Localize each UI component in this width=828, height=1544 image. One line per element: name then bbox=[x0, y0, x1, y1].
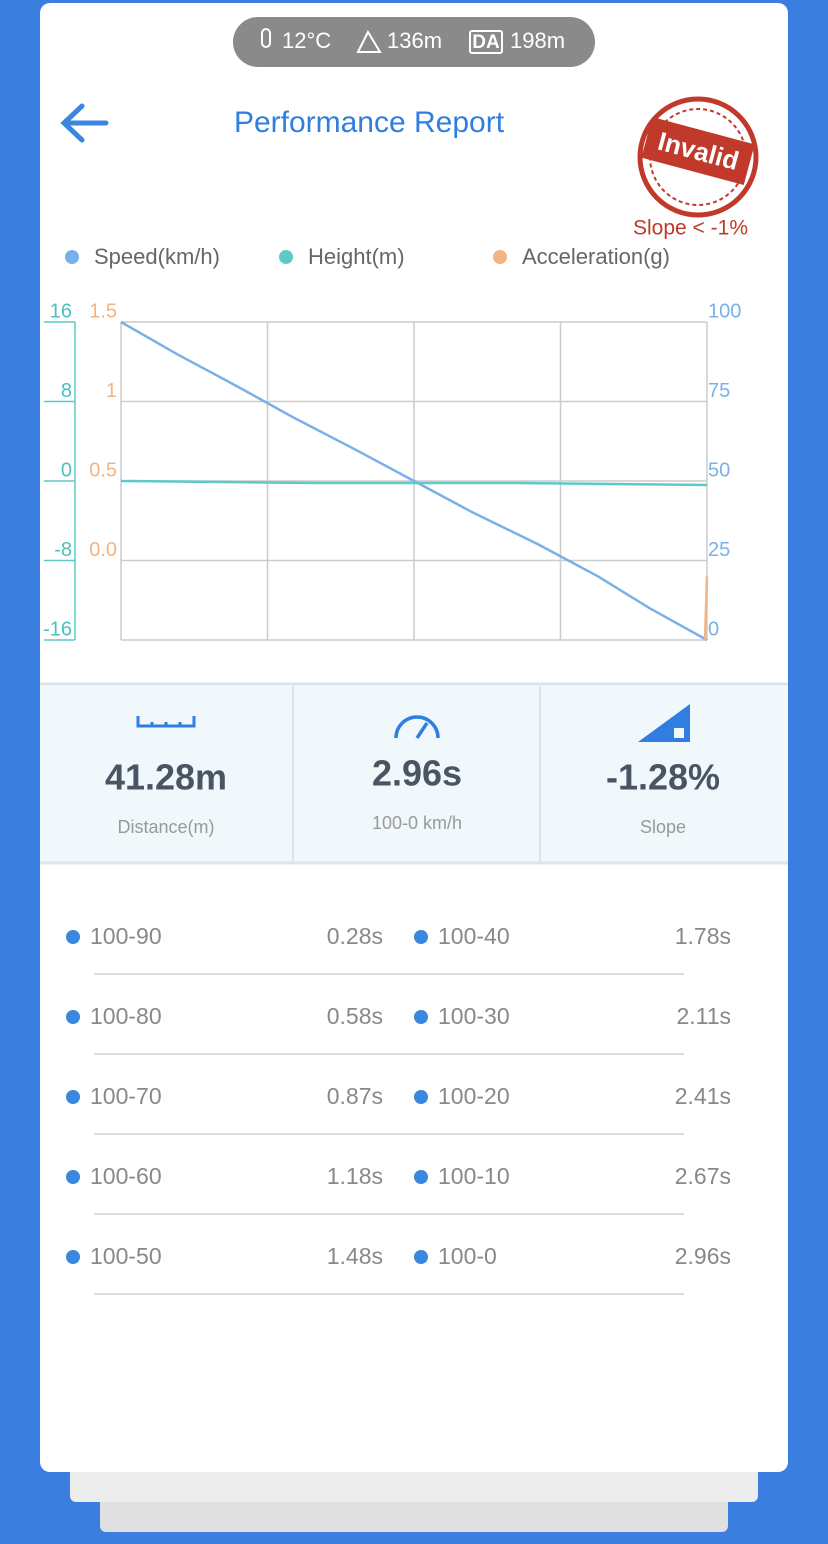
stat-value: -1.28% bbox=[606, 757, 720, 798]
density-altitude: 198m bbox=[510, 28, 565, 53]
split-dot bbox=[66, 1250, 80, 1264]
y-tick-label: -16 bbox=[43, 618, 72, 640]
y3-tick-label: 1.5 bbox=[89, 300, 117, 322]
legend-marker bbox=[279, 250, 293, 264]
split-time: 1.48s bbox=[327, 1243, 383, 1269]
ruler-icon bbox=[136, 716, 196, 728]
split-time: 0.58s bbox=[327, 1003, 383, 1029]
y-tick-label: 16 bbox=[50, 300, 72, 322]
stamp-note: Slope < -1% bbox=[633, 217, 748, 240]
y-tick-label: 0 bbox=[61, 459, 72, 481]
series-line bbox=[120, 479, 708, 487]
legend-marker bbox=[493, 250, 507, 264]
split-range: 100-40 bbox=[438, 923, 510, 949]
split-range: 100-20 bbox=[438, 1083, 510, 1109]
split-range: 100-70 bbox=[90, 1083, 162, 1109]
stat-label: 100-0 km/h bbox=[372, 813, 462, 833]
split-range: 100-30 bbox=[438, 1003, 510, 1029]
split-time: 0.87s bbox=[327, 1083, 383, 1109]
split-dot bbox=[414, 930, 428, 944]
split-time: 0.28s bbox=[327, 923, 383, 949]
split-dot bbox=[66, 1010, 80, 1024]
split-dot bbox=[66, 1090, 80, 1104]
legend-label: Speed(km/h) bbox=[94, 244, 220, 269]
status-icons bbox=[261, 28, 503, 54]
stat-value: 2.96s bbox=[372, 753, 462, 794]
stat-label: Distance(m) bbox=[117, 817, 214, 837]
split-range: 100-10 bbox=[438, 1163, 510, 1189]
split-time: 2.67s bbox=[675, 1163, 731, 1189]
split-time: 1.18s bbox=[327, 1163, 383, 1189]
split-time: 2.41s bbox=[675, 1083, 731, 1109]
series-line bbox=[703, 576, 709, 641]
series-line bbox=[120, 320, 708, 642]
y2-tick-label: 0 bbox=[708, 618, 719, 640]
split-range: 100-0 bbox=[438, 1243, 497, 1269]
back-button[interactable] bbox=[60, 103, 109, 143]
split-dot bbox=[414, 1170, 428, 1184]
y3-tick-label: 0.5 bbox=[89, 459, 117, 481]
split-time: 2.11s bbox=[676, 1003, 731, 1029]
split-range: 100-50 bbox=[90, 1243, 162, 1269]
status-pill bbox=[233, 17, 595, 67]
gauge-icon bbox=[394, 715, 440, 739]
split-dot bbox=[414, 1250, 428, 1264]
split-dot bbox=[414, 1010, 428, 1024]
split-time: 2.96s bbox=[675, 1243, 731, 1269]
da-label: DA bbox=[472, 32, 500, 53]
temperature: 12°C bbox=[282, 28, 331, 53]
split-range: 100-80 bbox=[90, 1003, 162, 1029]
y3-tick-label: 0.0 bbox=[89, 539, 117, 561]
split-dot bbox=[66, 930, 80, 944]
y2-tick-label: 25 bbox=[708, 539, 730, 561]
split-range: 100-60 bbox=[90, 1163, 162, 1189]
split-time: 1.78s bbox=[675, 923, 731, 949]
altitude: 136m bbox=[387, 28, 442, 53]
legend-marker bbox=[65, 250, 79, 264]
stat-label: Slope bbox=[640, 817, 686, 837]
y3-tick-label: 1 bbox=[106, 380, 117, 402]
y2-tick-label: 75 bbox=[708, 380, 730, 402]
y-tick-label: -8 bbox=[54, 539, 72, 561]
split-dot bbox=[66, 1170, 80, 1184]
stat-value: 41.28m bbox=[105, 757, 227, 798]
split-range: 100-90 bbox=[90, 923, 162, 949]
slope-icon bbox=[638, 704, 690, 742]
page-title: Performance Report bbox=[234, 106, 505, 139]
legend-label: Acceleration(g) bbox=[522, 244, 670, 269]
split-dot bbox=[414, 1090, 428, 1104]
y2-tick-label: 100 bbox=[708, 300, 741, 322]
y2-tick-label: 50 bbox=[708, 459, 730, 481]
stats-panel bbox=[40, 686, 788, 862]
legend-label: Height(m) bbox=[308, 244, 405, 269]
y-tick-label: 8 bbox=[61, 380, 72, 402]
